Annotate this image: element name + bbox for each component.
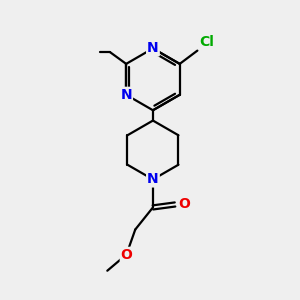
Text: O: O xyxy=(121,248,132,262)
Text: Cl: Cl xyxy=(199,35,214,49)
Text: N: N xyxy=(120,88,132,102)
Text: O: O xyxy=(178,197,190,212)
Text: N: N xyxy=(147,172,159,186)
Text: N: N xyxy=(147,41,159,56)
